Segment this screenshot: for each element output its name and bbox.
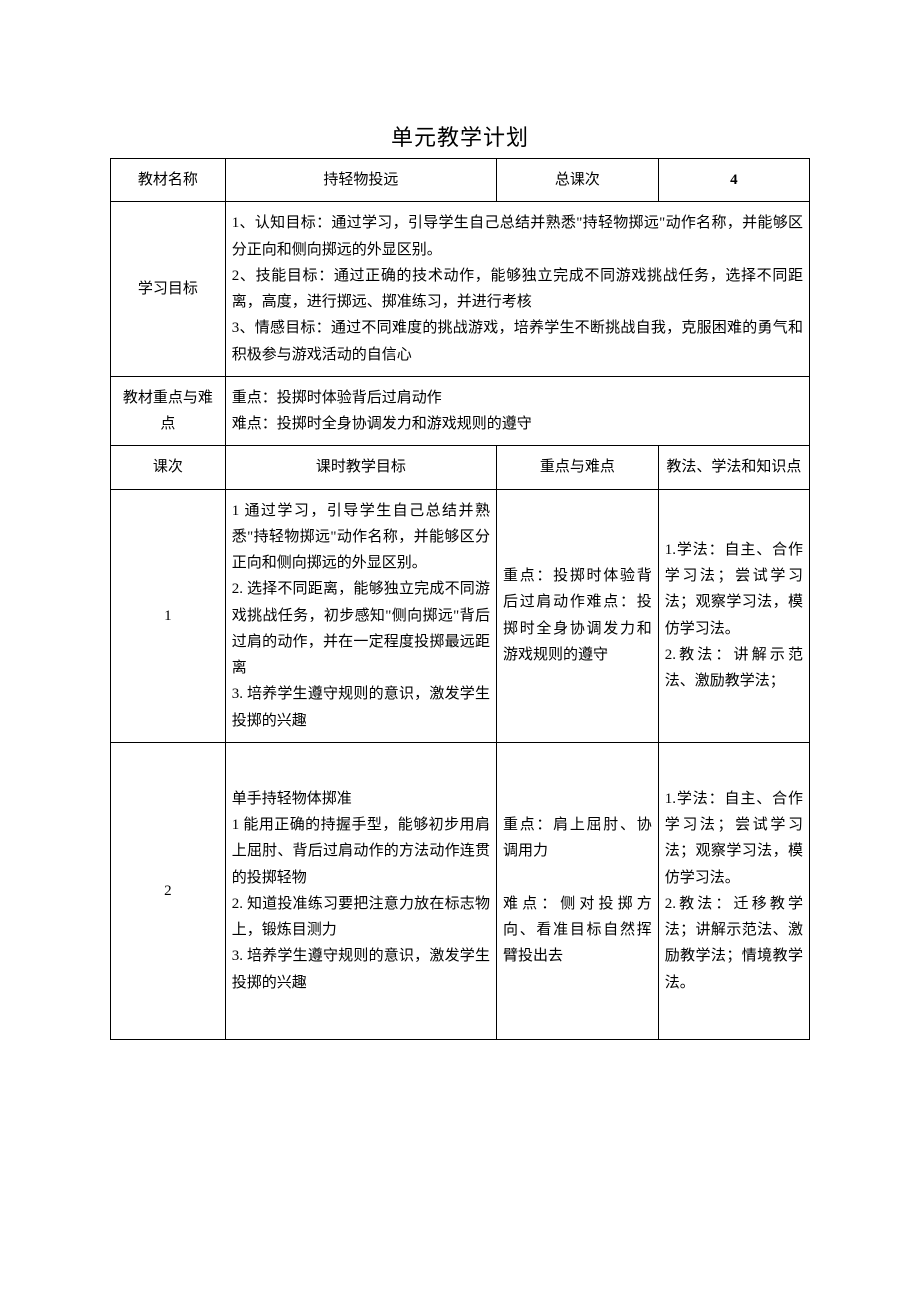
- label-material-name: 教材名称: [111, 159, 226, 202]
- col-lesson-no: 课次: [111, 446, 226, 489]
- lesson-key: 重点：肩上屈肘、协调用力 难点：侧对投掷方向、看准目标自然挥臂投出去: [497, 742, 659, 1039]
- lesson-no: 2: [111, 742, 226, 1039]
- table-row: 学习目标 1、认知目标：通过学习，引导学生自己总结并熟悉"持轻物掷远"动作名称，…: [111, 202, 810, 377]
- value-material-name: 持轻物投远: [225, 159, 496, 202]
- value-total-lessons: 4: [658, 159, 809, 202]
- lesson-goal: 单手持轻物体掷准 1 能用正确的持握手型，能够初步用肩上屈肘、背后过肩动作的方法…: [225, 742, 496, 1039]
- lesson-no: 1: [111, 489, 226, 742]
- col-method: 教法、学法和知识点: [658, 446, 809, 489]
- lesson-method: 1.学法：自主、合作学习法；尝试学习法；观察学习法，模仿学习法。 2.教法：讲解…: [658, 489, 809, 742]
- page-title: 单元教学计划: [110, 120, 810, 152]
- table-row: 教材重点与难点 重点：投掷时体验背后过肩动作 难点：投掷时全身协调发力和游戏规则…: [111, 376, 810, 446]
- lesson-key: 重点：投掷时体验背后过肩动作难点：投掷时全身协调发力和游戏规则的遵守: [497, 489, 659, 742]
- lesson-method: 1.学法：自主、合作学习法；尝试学习法；观察学习法，模仿学习法。 2.教法：迁移…: [658, 742, 809, 1039]
- table-row: 2 单手持轻物体掷准 1 能用正确的持握手型，能够初步用肩上屈肘、背后过肩动作的…: [111, 742, 810, 1039]
- col-lesson-goal: 课时教学目标: [225, 446, 496, 489]
- plan-table: 教材名称 持轻物投远 总课次 4 学习目标 1、认知目标：通过学习，引导学生自己…: [110, 158, 810, 1040]
- document-page: 单元教学计划 教材名称 持轻物投远 总课次 4 学习目标 1、认知目标：通过学习…: [0, 0, 920, 1301]
- label-total-lessons: 总课次: [497, 159, 659, 202]
- value-objectives: 1、认知目标：通过学习，引导学生自己总结并熟悉"持轻物掷远"动作名称，并能够区分…: [225, 202, 809, 377]
- label-objectives: 学习目标: [111, 202, 226, 377]
- label-keypoints: 教材重点与难点: [111, 376, 226, 446]
- table-row: 1 1 通过学习，引导学生自己总结并熟悉"持轻物掷远"动作名称，并能够区分正向和…: [111, 489, 810, 742]
- value-keypoints: 重点：投掷时体验背后过肩动作 难点：投掷时全身协调发力和游戏规则的遵守: [225, 376, 809, 446]
- lesson-goal: 1 通过学习，引导学生自己总结并熟悉"持轻物掷远"动作名称，并能够区分正向和侧向…: [225, 489, 496, 742]
- table-row: 教材名称 持轻物投远 总课次 4: [111, 159, 810, 202]
- col-key-difficult: 重点与难点: [497, 446, 659, 489]
- table-row: 课次 课时教学目标 重点与难点 教法、学法和知识点: [111, 446, 810, 489]
